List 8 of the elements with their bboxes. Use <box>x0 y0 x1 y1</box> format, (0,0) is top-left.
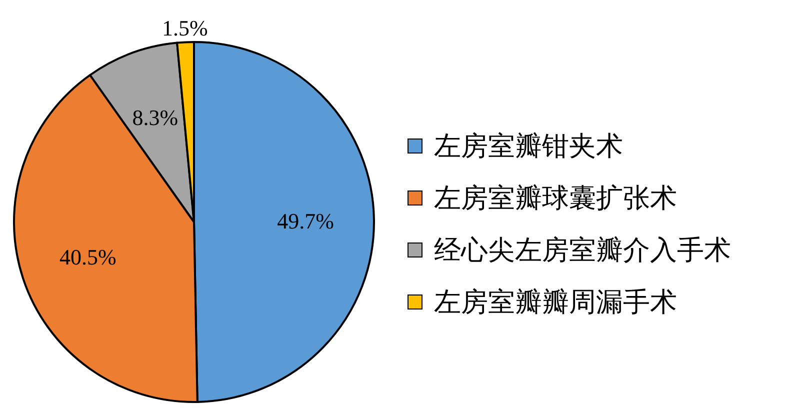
data-label: 40.5% <box>60 244 116 270</box>
legend-label: 左房室瓣球囊扩张术 <box>434 183 677 213</box>
legend-label: 左房室瓣钳夹术 <box>434 131 623 161</box>
legend-label: 左房室瓣瓣周漏手术 <box>434 287 677 317</box>
data-label: 1.5% <box>162 16 208 41</box>
legend-label: 经心尖左房室瓣介入手术 <box>434 235 731 265</box>
data-label: 49.7% <box>277 208 334 234</box>
data-label: 8.3% <box>132 104 178 130</box>
